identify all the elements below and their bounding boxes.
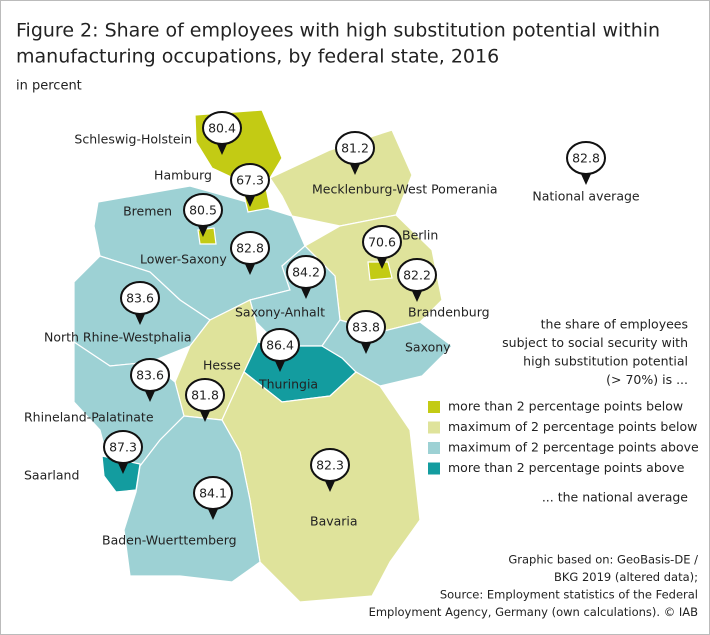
legend-intro: subject to social security with — [502, 335, 688, 350]
title: manufacturing occupations, by federal st… — [16, 46, 499, 68]
marker-bubble — [103, 430, 143, 464]
state-value: 86.4 — [266, 338, 294, 353]
legend-intro: (> 70%) is ... — [606, 372, 688, 387]
state-name: Mecklenburg-West Pomerania — [312, 182, 498, 197]
state-value: 80.5 — [189, 203, 217, 218]
marker-bubble — [130, 358, 170, 392]
marker-pointer — [145, 391, 155, 402]
state-name: Bavaria — [310, 514, 358, 529]
marker-pointer — [217, 144, 227, 155]
marker-pointer — [581, 174, 591, 185]
marker-pointer — [135, 314, 145, 325]
legend-label: maximum of 2 percentage points above — [448, 440, 699, 455]
state-value: 82.8 — [572, 151, 600, 166]
marker-bubble — [346, 310, 386, 344]
state-value: 83.6 — [136, 368, 164, 383]
state-value: 87.3 — [109, 440, 137, 455]
marker-pointer — [200, 411, 210, 422]
state-name: Saarland — [24, 468, 79, 483]
marker-bubble — [230, 163, 270, 197]
marker-pointer — [361, 343, 371, 354]
state-name: Lower-Saxony — [140, 252, 227, 267]
marker-bubble — [286, 255, 326, 289]
subtitle: in percent — [16, 79, 82, 94]
state-area — [101, 455, 141, 493]
title: Figure 2: Share of employees with high s… — [16, 20, 660, 42]
source-note: Source: Employment statistics of the Fed… — [440, 588, 698, 602]
state-name: North Rhine-Westphalia — [44, 330, 192, 345]
marker-pointer — [208, 509, 218, 520]
source-note: Employment Agency, Germany (own calculat… — [369, 605, 699, 619]
legend-swatch — [428, 421, 440, 434]
legend-intro: the share of employees — [541, 317, 688, 332]
marker-pointer — [275, 361, 285, 372]
state-value: 82.8 — [236, 241, 264, 256]
marker-pointer — [325, 481, 335, 492]
marker-pointer — [301, 288, 311, 299]
marker-bubble — [362, 225, 402, 259]
marker-bubble — [120, 281, 160, 315]
state-name: Baden-Wuerttemberg — [102, 533, 237, 548]
marker-bubble — [335, 131, 375, 165]
marker-bubble — [202, 111, 242, 145]
marker-pointer — [245, 264, 255, 275]
state-value: 82.3 — [316, 458, 344, 473]
marker-pointer — [118, 463, 128, 474]
source-note: BKG 2019 (altered data); — [554, 570, 698, 584]
state-value: 84.1 — [199, 486, 227, 501]
legend-outro: ... the national average — [542, 490, 688, 505]
state-name: Brandenburg — [408, 305, 490, 320]
state-value: 81.8 — [191, 388, 219, 403]
source-note: Graphic based on: GeoBasis-DE / — [508, 553, 698, 567]
legend-swatch — [428, 401, 440, 413]
state-name: Saxony-Anhalt — [235, 305, 325, 320]
marker-bubble — [193, 476, 233, 510]
state-area — [123, 415, 261, 583]
state-value: 67.3 — [236, 173, 264, 188]
state-name: Thuringia — [258, 377, 318, 392]
marker-pointer — [412, 291, 422, 302]
legend-intro: high substitution potential — [523, 354, 688, 369]
national-average-label: National average — [532, 189, 640, 204]
state-name: Hesse — [203, 358, 241, 373]
state-value: 83.6 — [126, 291, 154, 306]
state-area — [367, 261, 393, 281]
marker-pointer — [245, 196, 255, 207]
state-name: Saxony — [405, 340, 451, 355]
state-value: 83.8 — [352, 320, 380, 335]
state-name: Rhineland-Palatinate — [24, 410, 154, 425]
marker-bubble — [310, 448, 350, 482]
marker-pointer — [198, 226, 208, 237]
legend-label: maximum of 2 percentage points below — [448, 419, 697, 434]
legend-swatch — [428, 462, 440, 475]
marker-bubble — [183, 193, 223, 227]
marker-bubble — [260, 328, 300, 362]
marker-bubble — [230, 231, 270, 265]
marker-bubble — [185, 378, 225, 412]
state-name: Bremen — [123, 204, 172, 219]
state-value: 80.4 — [208, 121, 236, 136]
legend-label: more than 2 percentage points above — [448, 460, 685, 475]
legend-label: more than 2 percentage points below — [448, 399, 683, 414]
marker-bubble — [566, 141, 606, 175]
marker-bubble — [397, 258, 437, 292]
legend-swatch — [428, 442, 440, 454]
state-value: 82.2 — [403, 268, 431, 283]
state-value: 81.2 — [341, 141, 369, 156]
marker-pointer — [350, 164, 360, 175]
state-name: Schleswig-Holstein — [74, 132, 192, 147]
state-name: Hamburg — [154, 168, 212, 183]
state-value: 70.6 — [368, 235, 396, 250]
state-name: Berlin — [402, 228, 438, 243]
marker-pointer — [377, 258, 387, 269]
state-value: 84.2 — [292, 265, 320, 280]
